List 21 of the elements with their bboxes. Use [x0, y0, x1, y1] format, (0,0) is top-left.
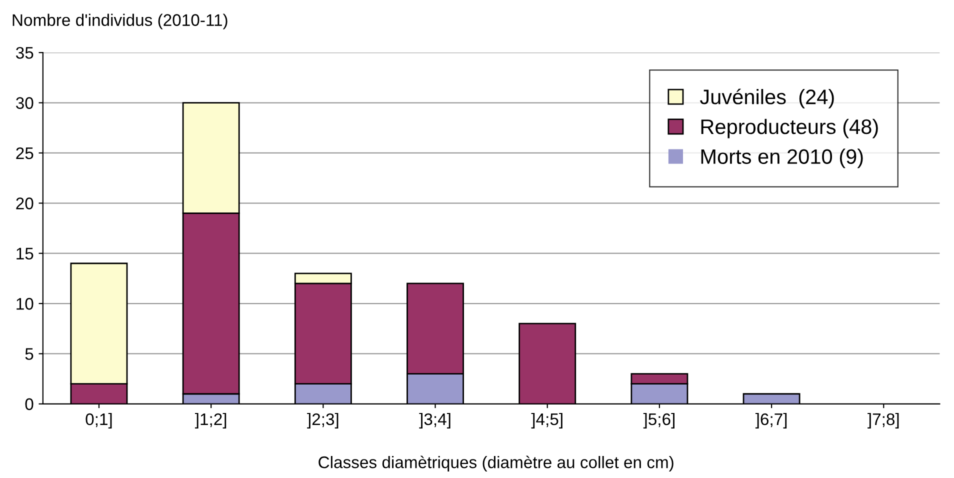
x-tick-label: ]6;7] — [755, 412, 787, 428]
x-tick-label: ]7;8] — [868, 412, 899, 428]
legend-label: Morts en 2010 (9) — [701, 148, 863, 168]
y-tick-label: 5 — [25, 348, 34, 360]
y-axis-title: Nombre d'individus (2010-11) — [12, 14, 228, 30]
y-tick-label: 25 — [16, 147, 34, 160]
y-tick-label: 30 — [16, 97, 34, 109]
y-tick-label: 0 — [25, 398, 34, 410]
x-tick-label: ]3;4] — [419, 412, 450, 428]
x-tick-label: 0;1] — [86, 412, 112, 428]
legend-label: Reproducteurs (48) — [701, 118, 878, 138]
y-tick-label: 20 — [16, 198, 34, 210]
legend-label: Juvéniles (24) — [700, 88, 834, 108]
x-tick-label: ]5;6] — [643, 412, 674, 428]
x-axis-title: Classes diamètriques (diamètre au collet en cm) — [318, 456, 674, 472]
y-tick-label: 35 — [16, 46, 34, 59]
x-tick-label: ]4;5] — [531, 412, 562, 428]
x-tick-label: ]1;2] — [194, 412, 226, 428]
y-tick-label: 10 — [16, 298, 34, 310]
x-tick-label: ]2;3] — [307, 412, 338, 428]
y-tick-label: 15 — [16, 248, 34, 260]
